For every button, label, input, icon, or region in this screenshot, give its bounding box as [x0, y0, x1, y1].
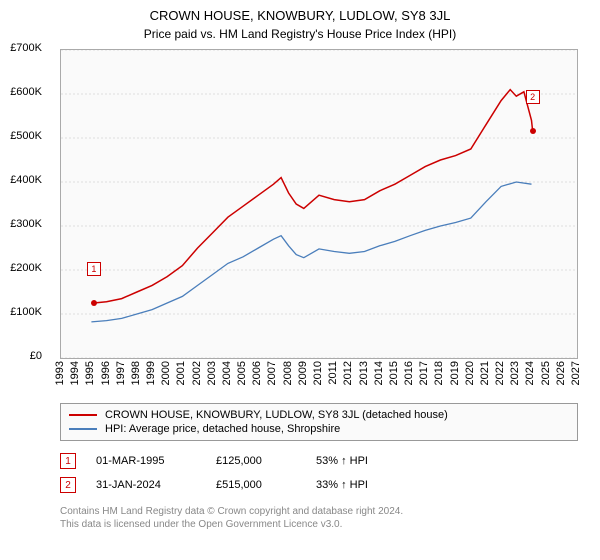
legend-label: CROWN HOUSE, KNOWBURY, LUDLOW, SY8 3JL (…: [105, 409, 448, 421]
x-tick: 2024: [524, 361, 536, 385]
x-tick: 1993: [54, 361, 66, 385]
sale-dot-2: [530, 128, 536, 134]
y-tick: £200K: [10, 262, 42, 274]
sale-marker-1: 1: [87, 262, 101, 276]
y-tick: £700K: [10, 42, 42, 54]
x-tick: 2005: [236, 361, 248, 385]
x-tick: 2013: [358, 361, 370, 385]
x-tick: 1999: [145, 361, 157, 385]
x-tick: 1996: [100, 361, 112, 385]
plot-area: 12: [60, 49, 578, 359]
x-tick: 1994: [69, 361, 81, 385]
attribution: Contains HM Land Registry data © Crown c…: [60, 505, 578, 531]
x-tick: 2007: [266, 361, 278, 385]
x-tick: 2008: [282, 361, 294, 385]
sale-row-hpi: 33% ↑ HPI: [316, 479, 406, 491]
y-tick: £100K: [10, 306, 42, 318]
y-tick: £400K: [10, 174, 42, 186]
x-tick: 2023: [509, 361, 521, 385]
sale-row-price: £515,000: [216, 479, 296, 491]
x-tick: 2002: [191, 361, 203, 385]
sale-row: 1 01-MAR-1995 £125,000 53% ↑ HPI: [60, 449, 578, 473]
x-tick: 2000: [160, 361, 172, 385]
y-axis: £0£100K£200K£300K£400K£500K£600K£700K: [0, 48, 46, 358]
x-tick: 2003: [206, 361, 218, 385]
plot-svg: [61, 50, 577, 358]
attribution-line1: Contains HM Land Registry data © Crown c…: [60, 505, 578, 518]
sale-row-date: 01-MAR-1995: [96, 455, 196, 467]
x-tick: 2022: [494, 361, 506, 385]
legend-item: HPI: Average price, detached house, Shro…: [69, 422, 569, 436]
legend-label: HPI: Average price, detached house, Shro…: [105, 423, 340, 435]
legend: CROWN HOUSE, KNOWBURY, LUDLOW, SY8 3JL (…: [60, 403, 578, 441]
y-tick: £600K: [10, 86, 42, 98]
x-tick: 2006: [251, 361, 263, 385]
x-tick: 2015: [388, 361, 400, 385]
x-tick: 2011: [327, 361, 339, 385]
x-tick: 2001: [175, 361, 187, 385]
sale-row-marker: 1: [60, 453, 76, 469]
y-tick: £0: [30, 350, 42, 362]
legend-swatch: [69, 428, 97, 429]
x-tick: 2004: [221, 361, 233, 385]
sale-row-marker: 2: [60, 477, 76, 493]
x-tick: 2021: [479, 361, 491, 385]
sale-dot-1: [91, 300, 97, 306]
attribution-line2: This data is licensed under the Open Gov…: [60, 518, 578, 531]
x-tick: 1998: [130, 361, 142, 385]
sale-row-hpi: 53% ↑ HPI: [316, 455, 406, 467]
x-tick: 2014: [373, 361, 385, 385]
x-tick: 2010: [312, 361, 324, 385]
legend-swatch: [69, 414, 97, 416]
x-tick: 2020: [464, 361, 476, 385]
series-price_paid: [94, 90, 533, 303]
sale-row-date: 31-JAN-2024: [96, 479, 196, 491]
sale-row-price: £125,000: [216, 455, 296, 467]
x-axis: 1993199419951996199719981999200020012002…: [60, 359, 578, 399]
x-tick: 1995: [84, 361, 96, 385]
x-tick: 2012: [342, 361, 354, 385]
y-tick: £500K: [10, 130, 42, 142]
x-tick: 2025: [540, 361, 552, 385]
y-tick: £300K: [10, 218, 42, 230]
x-tick: 2017: [418, 361, 430, 385]
x-tick: 1997: [115, 361, 127, 385]
sales-table: 1 01-MAR-1995 £125,000 53% ↑ HPI 2 31-JAN-202…: [60, 449, 578, 497]
series-hpi: [91, 182, 531, 322]
x-tick: 2026: [555, 361, 567, 385]
chart-title: CROWN HOUSE, KNOWBURY, LUDLOW, SY8 3JL: [12, 8, 588, 23]
x-tick: 2016: [403, 361, 415, 385]
x-tick: 2019: [449, 361, 461, 385]
sale-marker-2: 2: [526, 90, 540, 104]
chart-subtitle: Price paid vs. HM Land Registry's House …: [12, 27, 588, 41]
x-tick: 2009: [297, 361, 309, 385]
x-tick: 2027: [570, 361, 582, 385]
x-tick: 2018: [433, 361, 445, 385]
sale-row: 2 31-JAN-2024 £515,000 33% ↑ HPI: [60, 473, 578, 497]
legend-item: CROWN HOUSE, KNOWBURY, LUDLOW, SY8 3JL (…: [69, 408, 569, 422]
chart-container: CROWN HOUSE, KNOWBURY, LUDLOW, SY8 3JL P…: [0, 0, 600, 560]
